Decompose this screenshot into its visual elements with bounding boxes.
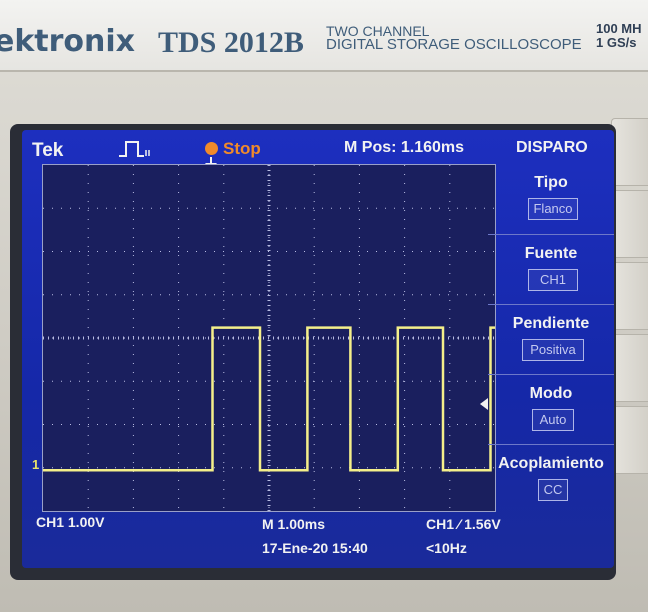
- menu-item-fuente[interactable]: Fuente CH1: [488, 234, 614, 305]
- menu-button-4[interactable]: [611, 334, 648, 402]
- menu-item-value: Auto: [532, 409, 574, 431]
- menu-item-value: CH1: [528, 269, 578, 291]
- model-description: TWO CHANNEL DIGITAL STORAGE OSCILLOSCOPE: [326, 24, 582, 52]
- trigger-frequency: <10Hz: [426, 540, 467, 556]
- menu-item-value: Positiva: [522, 339, 584, 361]
- spec-sample-rate: 1 GS/s: [596, 35, 637, 50]
- description-line2: DIGITAL STORAGE OSCILLOSCOPE: [326, 36, 582, 53]
- trigger-readout: CH1 ⁄ 1.56V: [426, 516, 501, 532]
- ch1-waveform-trace: [43, 326, 495, 472]
- pulse-icon: [119, 141, 150, 157]
- menu-item-tipo[interactable]: Tipo Flanco: [488, 164, 614, 234]
- oscilloscope-header: ektronix TDS 2012B TWO CHANNEL DIGITAL S…: [0, 0, 648, 72]
- menu-button-1[interactable]: [611, 118, 648, 186]
- menu-item-value: CC: [538, 479, 568, 501]
- spec-bandwidth: 100 MH: [596, 21, 642, 36]
- menu-button-3[interactable]: [611, 262, 648, 330]
- menu-item-label: Fuente: [524, 245, 578, 262]
- horizontal-position: M Pos: 1.160ms: [344, 139, 465, 156]
- trigger-menu: Tipo Flanco Fuente CH1 Pendiente Positiv…: [488, 164, 614, 510]
- menu-button-5[interactable]: [611, 406, 648, 474]
- ch1-ground-marker: 1: [32, 457, 40, 472]
- menu-item-modo[interactable]: Modo Auto: [488, 374, 614, 445]
- graticule-svg: [43, 165, 495, 511]
- stop-indicator-icon: [205, 142, 218, 155]
- menu-item-label: Tipo: [534, 174, 568, 191]
- waveform-graticule: [42, 164, 496, 512]
- menu-item-label: Pendiente: [512, 315, 590, 332]
- status-bar: CH1 1.00V M 1.00ms CH1 ⁄ 1.56V 17-Ene-20…: [22, 510, 614, 568]
- menu-item-label: Acoplamiento: [498, 455, 604, 472]
- description-line1: TWO CHANNEL: [326, 23, 430, 39]
- ch1-scale: CH1 1.00V: [36, 514, 105, 530]
- date-time: 17-Ene-20 15:40: [262, 540, 368, 556]
- trigger-menu-title: DISPARO: [516, 139, 588, 156]
- brand-logo: ektronix: [0, 24, 136, 59]
- time-scale: M 1.00ms: [262, 516, 326, 532]
- model-name: TDS 2012B: [158, 26, 304, 59]
- acquisition-state: Stop: [223, 139, 261, 158]
- tek-brand: Tek: [32, 140, 64, 161]
- menu-item-pendiente[interactable]: Pendiente Positiva: [488, 304, 614, 375]
- trigger-level-marker-icon: [480, 398, 488, 410]
- spec-label: 100 MH 1 GS/s: [596, 22, 642, 50]
- oscilloscope-screen: Tek Stop M Pos: 1.160ms DISPARO 1 Tipo F…: [22, 130, 614, 568]
- menu-item-value: Flanco: [528, 198, 578, 220]
- menu-button-2[interactable]: [611, 190, 648, 258]
- screen-top-bar: Tek Stop M Pos: 1.160ms DISPARO: [22, 130, 614, 170]
- menu-item-label: Modo: [529, 385, 573, 402]
- menu-item-acoplamiento[interactable]: Acoplamiento CC: [488, 444, 614, 515]
